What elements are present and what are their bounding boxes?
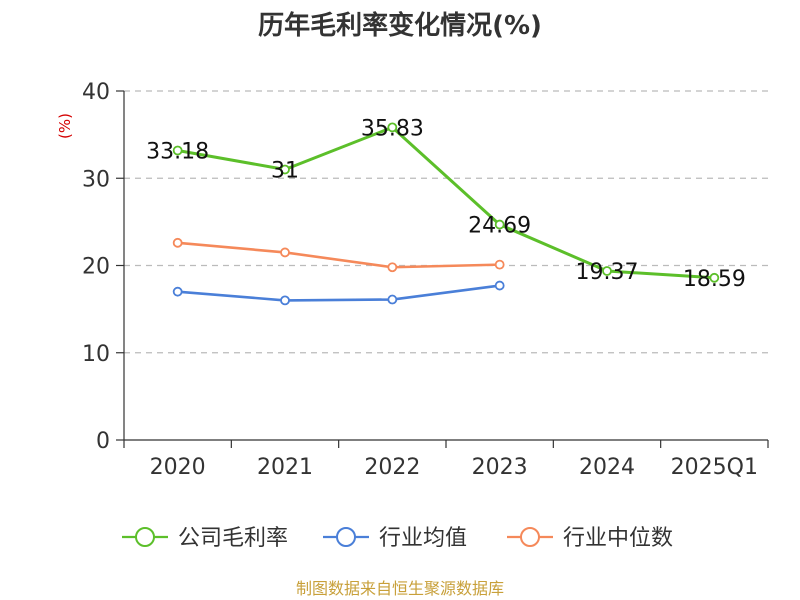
- source-note: 制图数据来自恒生聚源数据库: [296, 579, 504, 598]
- data-point: [172, 145, 183, 156]
- legend-marker: [520, 527, 540, 547]
- data-point: [280, 295, 290, 306]
- x-tick-label: 2020: [150, 455, 206, 480]
- data-point: [494, 280, 505, 291]
- legend-label: 公司毛利率: [178, 526, 288, 551]
- data-point: [387, 122, 398, 133]
- data-point: [602, 266, 612, 276]
- legend-marker: [336, 527, 356, 547]
- x-tick-label: 2021: [257, 455, 313, 480]
- legend-marker: [135, 527, 155, 547]
- legend-label: 行业均值: [379, 526, 467, 551]
- data-label: 24.69: [468, 214, 531, 239]
- data-label: 19.37: [576, 260, 639, 285]
- chart-title: 历年毛利率变化情况(%): [258, 10, 542, 41]
- data-point: [494, 219, 505, 230]
- y-axis-label: (%): [56, 113, 74, 139]
- axes: 0 10 20 30 40 2020 2021 2022 2023 2024 2025Q1: [82, 80, 769, 480]
- series-line: [176, 284, 501, 302]
- data-point: [280, 247, 290, 258]
- y-tick-label: 30: [82, 167, 110, 192]
- data-point: [494, 259, 505, 270]
- series-group: [172, 122, 720, 306]
- data-point: [709, 272, 720, 283]
- data-label: 31: [271, 159, 299, 184]
- data-label: 35.83: [361, 116, 424, 141]
- data-point: [387, 262, 398, 273]
- data-labels: 33.18 31 35.83 24.69 19.37 18.59: [146, 116, 746, 291]
- data-label: 33.18: [146, 140, 209, 165]
- legend: 公司毛利率 行业均值 行业中位数: [122, 526, 673, 551]
- series-line: [176, 125, 716, 280]
- y-tick-label: 40: [82, 80, 110, 105]
- series-line: [176, 241, 501, 269]
- x-tick-label: 2025Q1: [671, 455, 758, 480]
- grid-lines: [124, 90, 768, 354]
- x-tick-label: 2024: [579, 455, 635, 480]
- x-tick-label: 2022: [364, 455, 420, 480]
- data-point: [172, 237, 183, 248]
- data-point: [387, 294, 398, 305]
- data-point: [280, 164, 290, 175]
- y-tick-label: 20: [82, 255, 110, 280]
- y-tick-label: 0: [96, 429, 110, 454]
- data-point: [172, 286, 183, 297]
- legend-label: 行业中位数: [563, 526, 673, 551]
- y-tick-label: 10: [82, 342, 110, 367]
- data-label: 18.59: [683, 267, 746, 292]
- x-tick-label: 2023: [472, 455, 528, 480]
